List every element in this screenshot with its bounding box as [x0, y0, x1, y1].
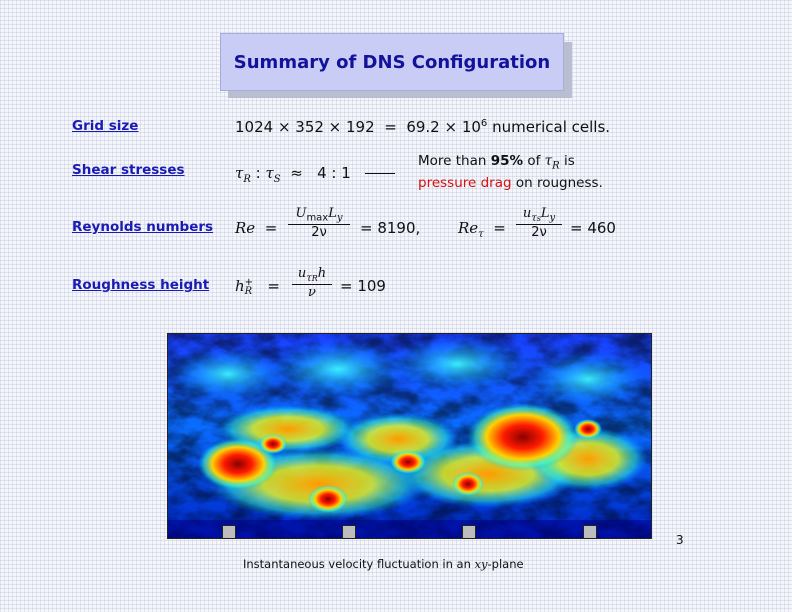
note-text-4: on rougness. [515, 174, 603, 191]
figure-caption: Instantaneous velocity fluctuation in an… [243, 557, 524, 571]
tau-s-symbol: τ [265, 164, 274, 182]
ratio-colon: : [255, 164, 261, 182]
grid-total: 69.2 × 10 [406, 118, 481, 136]
h-plus-numerator: uτRh [292, 266, 332, 285]
grid-unit: numerical cells. [492, 118, 611, 136]
note-text-1: More than [418, 153, 487, 169]
h-plus-value: = 109 [340, 277, 386, 295]
re-tau-fraction: uτsLy 2ν [516, 206, 562, 240]
re-denominator: 2ν [311, 224, 327, 240]
h-subscript: R [244, 285, 253, 297]
ratio-dash [365, 173, 396, 174]
re-tau-lhs: Reτ = [458, 219, 506, 240]
note-percent: 95% [490, 153, 524, 169]
roughness-element-4 [583, 525, 597, 539]
grid-equals: = [384, 118, 397, 136]
re-tau-subscript: τ [478, 229, 484, 240]
velocity-fluctuation-field [167, 333, 652, 539]
h-symbol: h [235, 277, 245, 295]
roughness-element-3 [462, 525, 476, 539]
re-value: = 8190, [360, 219, 421, 237]
grid-size-formula: 1024 × 352 × 192 = 69.2 × 106 numerical … [235, 118, 610, 136]
caption-suffix: -plane [487, 557, 524, 571]
re-tau-equals: = [493, 219, 506, 237]
shear-ratio-value: 4 : 1 [317, 164, 351, 182]
reynolds-numbers-label: Reynolds numbers [72, 219, 214, 235]
grid-dims: 1024 × 352 × 192 [235, 118, 375, 136]
re-equals: = [264, 219, 278, 237]
note-tau-symbol: τ [544, 153, 553, 169]
re-numerator: UmaxLy [288, 206, 350, 225]
h-plus-fraction: uτRh ν [292, 266, 332, 300]
caption-math: xy [474, 557, 488, 571]
re-symbol: Re [235, 219, 256, 237]
pressure-drag-highlight: pressure drag [418, 174, 512, 191]
pressure-drag-note: More than 95% of τR is pressure drag on … [418, 153, 603, 192]
h-plus-denominator: ν [308, 284, 316, 300]
slide-title: Summary of DNS Configuration [220, 33, 564, 91]
note-text-2: of [527, 153, 541, 169]
grid-total-exponent: 6 [480, 118, 488, 129]
tau-r-symbol: τ [235, 164, 244, 182]
caption-text: Instantaneous velocity fluctuation in an [243, 557, 471, 571]
note-tau-subscript: R [552, 160, 560, 172]
roughness-element-2 [342, 525, 356, 539]
re-tau-value: = 460 [570, 219, 616, 237]
grid-size-label: Grid size [72, 118, 139, 134]
re-lhs: Re = [235, 219, 277, 237]
roughness-height-label: Roughness height [72, 277, 210, 293]
tau-r-subscript: R [243, 174, 251, 185]
shear-ratio-formula: τR : τS ≈ 4 : 1 [235, 164, 396, 185]
approx-sign: ≈ [290, 164, 303, 182]
tau-s-subscript: S [273, 174, 281, 185]
re-tau-numerator: uτsLy [516, 206, 562, 225]
velocity-field-image [168, 334, 651, 538]
page-number: 3 [676, 533, 684, 547]
h-plus-lhs: h + R = [235, 277, 280, 296]
roughness-element-1 [222, 525, 236, 539]
h-superscript: + [244, 276, 254, 288]
re-tau-denominator: 2ν [531, 224, 547, 240]
h-equals: = [267, 277, 280, 295]
re-tau-symbol: Re [458, 219, 479, 237]
note-text-3: is [563, 153, 575, 169]
re-fraction: UmaxLy 2ν [288, 206, 350, 240]
shear-stresses-label: Shear stresses [72, 162, 185, 178]
